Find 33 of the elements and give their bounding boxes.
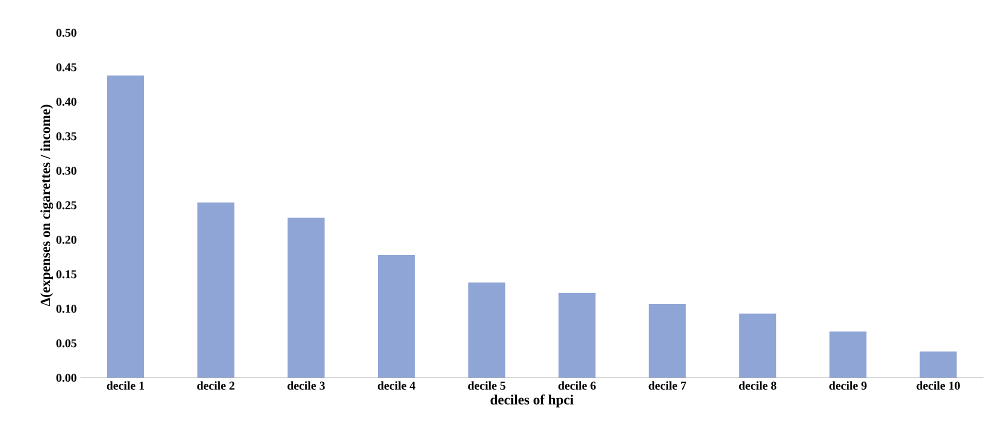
x-axis-title: deciles of hpci <box>490 394 574 408</box>
bar <box>558 292 596 378</box>
x-tick-label: decile 1 <box>106 381 144 390</box>
y-tick-label: 0.25 <box>56 201 76 210</box>
x-tick-label: decile 6 <box>558 381 596 390</box>
y-tick-label: 0.40 <box>56 98 76 106</box>
bar <box>739 314 776 378</box>
y-axis-title: Δ(expenses on cigarettes / income) <box>40 104 54 306</box>
x-tick-label: decile 2 <box>197 381 234 390</box>
bar <box>468 282 506 378</box>
y-tick-label: 0.20 <box>56 236 76 244</box>
bar <box>920 352 957 378</box>
bar <box>829 332 866 378</box>
bar <box>288 218 325 378</box>
x-tick-label: decile 9 <box>829 381 867 390</box>
bar <box>197 202 234 378</box>
x-tick-label: decile 8 <box>739 381 776 390</box>
bar <box>648 304 686 378</box>
y-tick-label: 0.00 <box>56 374 76 382</box>
x-tick-label: decile 4 <box>378 381 416 390</box>
bar <box>378 254 415 378</box>
bar <box>107 76 144 378</box>
y-tick-label: 0.15 <box>56 270 76 278</box>
x-tick-label: decile 3 <box>288 381 325 390</box>
y-tick-label: 0.30 <box>56 166 76 175</box>
x-tick-label: decile 10 <box>916 381 960 390</box>
y-tick-label: 0.10 <box>56 304 76 313</box>
y-tick-label: 0.35 <box>56 132 76 140</box>
x-tick-label: decile 5 <box>468 381 506 390</box>
y-tick-label: 0.05 <box>56 339 76 348</box>
x-tick-label: decile 7 <box>648 381 686 390</box>
y-tick-label: 0.45 <box>56 63 76 72</box>
y-tick-label: 0.50 <box>56 28 76 37</box>
